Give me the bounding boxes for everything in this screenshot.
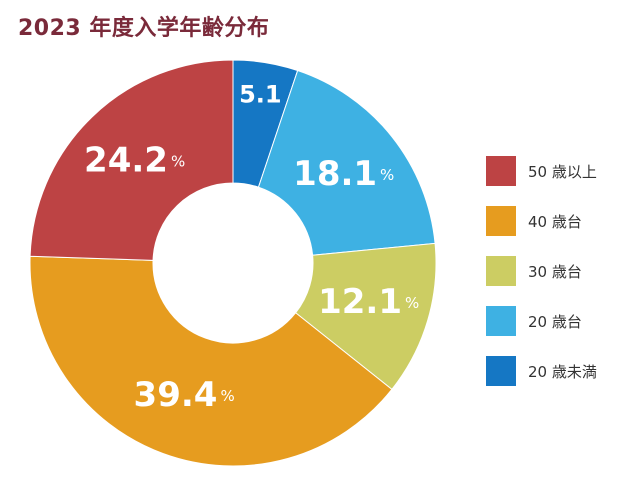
- slice-label-1: 18.1%: [293, 153, 394, 193]
- slice-unit-4: %: [171, 152, 185, 170]
- slice-2: [294, 242, 437, 391]
- legend-item: 20 歳未満: [486, 346, 636, 396]
- legend-item: 50 歳以上: [486, 146, 636, 196]
- legend-swatch: [486, 256, 516, 286]
- legend-label: 20 歳台: [528, 312, 582, 331]
- slice-4: [29, 59, 234, 261]
- legend-swatch: [486, 156, 516, 186]
- legend-label: 30 歳台: [528, 262, 582, 281]
- chart-title: 2023 年度入学年齢分布: [18, 16, 270, 41]
- legend-item: 30 歳台: [486, 246, 636, 296]
- legend-swatch: [486, 206, 516, 236]
- legend-label: 50 歳以上: [528, 162, 597, 181]
- legend-label: 40 歳台: [528, 212, 582, 231]
- slice-unit-3: %: [220, 386, 234, 404]
- legend-item: 40 歳台: [486, 196, 636, 246]
- legend-item: 20 歳台: [486, 296, 636, 346]
- slice-label-3: 39.4%: [134, 374, 235, 414]
- legend-swatch: [486, 356, 516, 386]
- slice-value-0: 5.1: [239, 81, 282, 109]
- legend-label: 20 歳未満: [528, 362, 597, 381]
- slice-value-1: 18.1: [293, 153, 377, 193]
- slice-label-4: 24.2%: [84, 140, 185, 180]
- slice-1: [257, 69, 436, 256]
- slice-label-2: 12.1%: [318, 282, 419, 322]
- slice-unit-2: %: [405, 294, 419, 312]
- slice-value-2: 12.1: [318, 282, 402, 322]
- slice-value-3: 39.4: [134, 374, 218, 414]
- legend: 50 歳以上 40 歳台 30 歳台 20 歳台 20 歳未満: [486, 146, 636, 396]
- slice-value-4: 24.2: [84, 140, 168, 180]
- slice-label-0: 5.1: [239, 81, 282, 109]
- legend-swatch: [486, 306, 516, 336]
- slice-unit-1: %: [380, 165, 394, 183]
- slice-3: [29, 255, 393, 467]
